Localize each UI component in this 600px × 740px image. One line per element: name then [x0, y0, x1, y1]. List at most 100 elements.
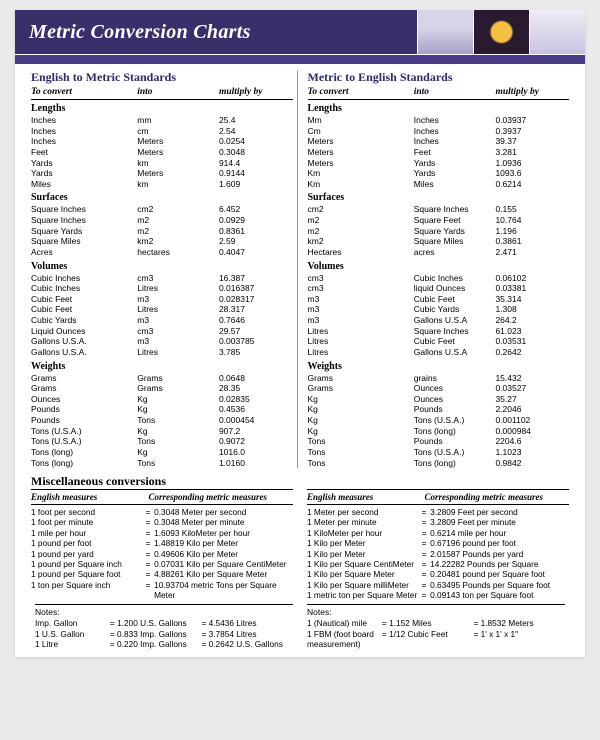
to-unit: Tons (U.S.A.) [414, 415, 496, 426]
from-unit: Square Inches [31, 204, 137, 215]
to-unit: Ounces [414, 394, 496, 405]
factor: 35.314 [495, 294, 569, 305]
misc-row: 1 foot per minute=0.3048 Meter per minut… [31, 517, 293, 527]
conversion-row: Acreshectares0.4047 [31, 247, 293, 258]
group-title: Volumes [31, 261, 293, 272]
conversion-row: InchesMeters0.0254 [31, 136, 293, 147]
misc-metric: 3.2809 Feet per minute [430, 517, 569, 527]
factor: 0.003785 [219, 336, 293, 347]
equals-sign: = [418, 549, 430, 559]
header-image-plane [473, 10, 529, 54]
to-unit: km [137, 179, 219, 190]
factor: 0.001102 [495, 415, 569, 426]
misc-metric: 0.63495 Pounds per Square foot [430, 580, 569, 590]
misc-heading: Miscellaneous conversions [15, 472, 585, 489]
factor: 1.196 [495, 226, 569, 237]
group-title: Weights [308, 361, 570, 372]
misc-row: 1 pound per Square inch=0.07031 Kilo per… [31, 559, 293, 569]
misc-english: 1 mile per hour [31, 528, 142, 538]
note-value: = 3.7854 Litres [201, 629, 293, 639]
conversion-row: Cubic InchesLitres0.016387 [31, 283, 293, 294]
misc-metric: 14.22282 Pounds per Square [430, 559, 569, 569]
factor: 10.764 [495, 215, 569, 226]
from-unit: Km [308, 179, 414, 190]
note-label: 1 (Nautical) mile [307, 618, 382, 628]
misc-metric: 0.6214 mile per hour [430, 528, 569, 538]
header-image-people [529, 10, 585, 54]
from-unit: Meters [308, 136, 414, 147]
equals-sign: = [418, 507, 430, 517]
factor: 264.2 [495, 315, 569, 326]
factor: 1.609 [219, 179, 293, 190]
from-unit: Cubic Inches [31, 273, 137, 284]
conversion-row: PoundsTons0.000454 [31, 415, 293, 426]
conversion-row: m3Cubic Feet35.314 [308, 294, 570, 305]
from-unit: Km [308, 168, 414, 179]
misc-english: 1 foot per second [31, 507, 142, 517]
conversion-row: km2Square Miles0.3861 [308, 236, 570, 247]
to-unit: Kg [137, 404, 219, 415]
conversion-row: Cubic Yardsm30.7646 [31, 315, 293, 326]
equals-sign: = [418, 590, 430, 600]
conversion-row: cm2Square Inches0.155 [308, 204, 570, 215]
note-value: = 4.5436 Litres [201, 618, 293, 628]
note-label: 1 FBM (foot board measurement) [307, 629, 382, 650]
equals-sign: = [418, 559, 430, 569]
misc-english: 1 pound per Square inch [31, 559, 142, 569]
conversion-row: Mileskm1.609 [31, 179, 293, 190]
conversion-row: KgTons (U.S.A.)0.001102 [308, 415, 570, 426]
factor: 0.03527 [495, 383, 569, 394]
factor: 0.155 [495, 204, 569, 215]
hdr-convert: To convert [308, 87, 414, 97]
misc-metric: 10.93704 metric Tons per Square Meter [154, 580, 293, 601]
factor: 0.6214 [495, 179, 569, 190]
conversion-row: LitresGallons U.S.A0.2642 [308, 347, 570, 358]
right-column: Metric to English Standards To convert i… [297, 70, 574, 468]
conversion-row: CmInches0.3937 [308, 126, 570, 137]
misc-english: 1 Kilo per Square milliMeter [307, 580, 418, 590]
conversion-row: Inchescm2.54 [31, 126, 293, 137]
misc-english: 1 pound per Square foot [31, 569, 142, 579]
to-unit: km2 [137, 236, 219, 247]
misc-right-col: English measures Corresponding metric me… [297, 489, 573, 600]
equals-sign: = [142, 569, 154, 579]
from-unit: m3 [308, 304, 414, 315]
conversion-row: KgTons (long)0.000984 [308, 426, 570, 437]
conversion-row: Gallons U.S.A.m30.003785 [31, 336, 293, 347]
to-unit: cm [137, 126, 219, 137]
factor: 0.028317 [219, 294, 293, 305]
from-unit: km2 [308, 236, 414, 247]
to-unit: Inches [414, 115, 496, 126]
note-value: = 1/12 Cubic Feet [382, 629, 474, 650]
to-unit: Kg [137, 426, 219, 437]
equals-sign: = [418, 580, 430, 590]
to-unit: Grams [137, 383, 219, 394]
from-unit: Square Yards [31, 226, 137, 237]
to-unit: Litres [137, 304, 219, 315]
note-row: 1 U.S. Gallon= 0.833 Imp. Gallons= 3.785… [35, 629, 293, 639]
conversion-row: Tons (long)Tons1.0160 [31, 458, 293, 469]
to-unit: m3 [137, 294, 219, 305]
misc-metric: 3.2809 Feet per second [430, 507, 569, 517]
misc-row: 1 Kilo per Square CentiMeter=14.22282 Po… [307, 559, 569, 569]
note-label: 1 U.S. Gallon [35, 629, 110, 639]
misc-english: 1 Kilo per Meter [307, 549, 418, 559]
equals-sign: = [418, 569, 430, 579]
factor: 3.281 [495, 147, 569, 158]
to-unit: Cubic Yards [414, 304, 496, 315]
conversion-row: cm3liquid Ounces0.03381 [308, 283, 570, 294]
to-unit: Inches [414, 136, 496, 147]
misc-row: 1 pound per foot=1.48819 Kilo per Meter [31, 538, 293, 548]
from-unit: Tons [308, 447, 414, 458]
left-header-row: To convert into multiply by [31, 87, 293, 100]
group-title: Surfaces [308, 192, 570, 203]
note-value: = 1' x 1' x 1" [473, 629, 565, 650]
misc-row: 1 Meter per second=3.2809 Feet per secon… [307, 507, 569, 517]
from-unit: cm3 [308, 273, 414, 284]
note-value: = 1.152 Miles [382, 618, 474, 628]
from-unit: Inches [31, 126, 137, 137]
from-unit: Liquid Ounces [31, 326, 137, 337]
notes-label: Notes: [35, 604, 293, 617]
notes-label: Notes: [307, 604, 565, 617]
to-unit: Square Feet [414, 215, 496, 226]
